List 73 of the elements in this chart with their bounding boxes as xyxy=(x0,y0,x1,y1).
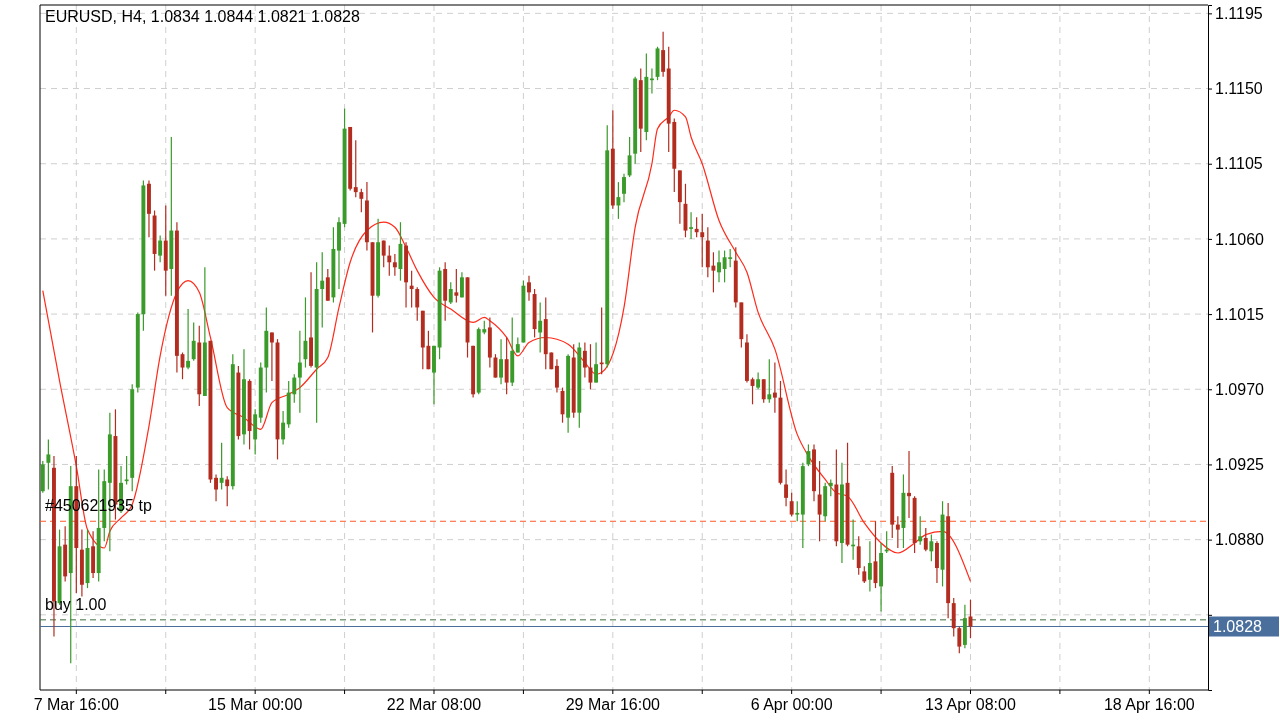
candlestick xyxy=(387,244,392,277)
y-tick-label: 1.0880 xyxy=(1215,531,1265,549)
y-tick-label: 1.1195 xyxy=(1215,4,1263,22)
candlestick xyxy=(856,535,861,576)
candlestick xyxy=(281,410,286,445)
x-tick-label: 13 Apr 08:00 xyxy=(925,696,1016,713)
x-tick-label: 7 Mar 16:00 xyxy=(33,696,120,713)
y-tick-label: 1.1105 xyxy=(1215,155,1263,173)
line-series xyxy=(42,109,972,582)
y-tick-label: 1.0925 xyxy=(1215,456,1265,474)
candlestick xyxy=(269,331,274,382)
candlestick xyxy=(504,336,509,395)
candlestick xyxy=(622,173,626,203)
candlestick xyxy=(907,450,911,519)
candlestick xyxy=(46,438,51,491)
candlestick xyxy=(527,275,531,302)
candlestick xyxy=(700,213,705,268)
candlestick xyxy=(415,286,420,322)
candlestick xyxy=(627,136,632,178)
candlestick xyxy=(895,515,900,549)
candlestick xyxy=(459,271,464,298)
candlestick xyxy=(158,234,163,263)
candlestick xyxy=(499,338,504,385)
candlestick xyxy=(717,250,721,283)
chart-title: EURUSD, H4, 1.0834 1.0844 1.0821 1.0828 xyxy=(45,8,360,25)
candlestick xyxy=(806,443,811,467)
candlestick xyxy=(772,361,777,414)
candlestick xyxy=(918,515,923,546)
candlestick xyxy=(359,188,364,213)
candlestick xyxy=(689,211,694,240)
candlestick xyxy=(225,475,230,507)
candlestick xyxy=(124,455,129,486)
candlestick xyxy=(303,296,308,369)
y-tick-label: 1.1150 xyxy=(1215,80,1263,98)
candlestick xyxy=(867,540,872,593)
candlestick xyxy=(454,268,459,303)
candlestick xyxy=(186,308,191,370)
y-tick-label: 1.0970 xyxy=(1215,380,1265,398)
candlestick xyxy=(694,216,699,238)
candlestick xyxy=(789,492,794,517)
candlestick xyxy=(409,270,414,308)
candlestick xyxy=(381,239,386,268)
candlestick xyxy=(297,330,302,414)
candlestick xyxy=(214,473,218,502)
candlestick xyxy=(817,460,822,542)
candlestick xyxy=(392,253,397,277)
candlestick xyxy=(616,181,621,220)
candlestick xyxy=(761,378,766,404)
candlestick xyxy=(582,341,587,379)
candlestick xyxy=(219,442,224,491)
candlestick xyxy=(325,268,330,302)
candlestick xyxy=(554,358,559,394)
candlestick xyxy=(767,358,772,404)
ref-line-label: 1.0828 xyxy=(1213,618,1263,636)
candlestick xyxy=(957,625,962,654)
candlestick xyxy=(191,321,196,362)
x-tick-label: 29 Mar 16:00 xyxy=(565,696,661,713)
candlestick xyxy=(929,534,934,562)
candlestick xyxy=(594,341,599,384)
x-tick-label: 15 Mar 00:00 xyxy=(208,696,303,713)
candlestick xyxy=(923,527,928,552)
candlestick xyxy=(538,301,543,354)
x-tick-label: 6 Apr 00:00 xyxy=(750,696,833,713)
x-tick-label: 18 Apr 16:00 xyxy=(1103,696,1195,713)
candlestick xyxy=(320,251,325,329)
x-tick-label: 22 Mar 08:00 xyxy=(386,696,482,713)
y-tick-label: 1.1015 xyxy=(1215,305,1265,323)
candlestick xyxy=(795,500,800,522)
candlestick xyxy=(448,281,453,305)
candlestick xyxy=(353,139,358,198)
candlestick xyxy=(784,468,789,507)
y-tick-label: 1.1060 xyxy=(1215,230,1265,248)
candlestick xyxy=(661,31,666,78)
